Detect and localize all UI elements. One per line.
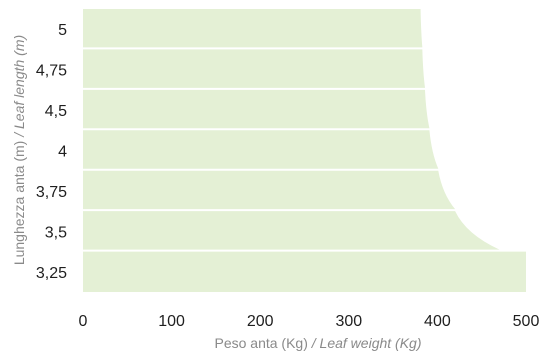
band-5 (83, 9, 423, 48)
y-tick-label: 4,75 (36, 63, 67, 80)
y-axis-title: Lunghezza anta (m) / Leaf length (m) (11, 35, 27, 265)
band-3-75 (83, 170, 456, 210)
y-tick-labels: 5 4,75 4,5 4 3,75 3,5 3,25 (36, 22, 67, 282)
x-axis-title-it: Peso anta (Kg) (214, 335, 307, 351)
x-tick-label: 300 (335, 313, 362, 330)
y-tick-label: 3,25 (36, 265, 67, 282)
x-tick-label: 200 (247, 313, 274, 330)
y-axis-title-en: / Leaf length (m) (11, 35, 27, 138)
band-4-75 (83, 49, 425, 88)
y-tick-label: 4,5 (45, 103, 67, 120)
chart-bands (83, 9, 526, 292)
x-tick-label: 0 (79, 313, 88, 330)
band-4-5 (83, 89, 430, 129)
x-tick-label: 400 (424, 313, 451, 330)
y-axis-title-it: Lunghezza anta (m) (11, 141, 27, 266)
y-tick-label: 4 (58, 144, 67, 161)
y-tick-label: 5 (58, 22, 67, 39)
y-tick-label: 3,75 (36, 184, 67, 201)
x-axis-title: Peso anta (Kg) / Leaf weight (Kg) (214, 335, 421, 351)
band-4 (83, 130, 439, 169)
x-tick-label: 500 (513, 313, 540, 330)
x-tick-labels: 0 100 200 300 400 500 (79, 313, 540, 330)
x-axis-title-en: / Leaf weight (Kg) (311, 335, 422, 351)
x-tick-label: 100 (158, 313, 185, 330)
y-tick-label: 3,5 (45, 224, 67, 241)
band-3-25 (83, 251, 526, 292)
band-3-5 (83, 211, 500, 250)
